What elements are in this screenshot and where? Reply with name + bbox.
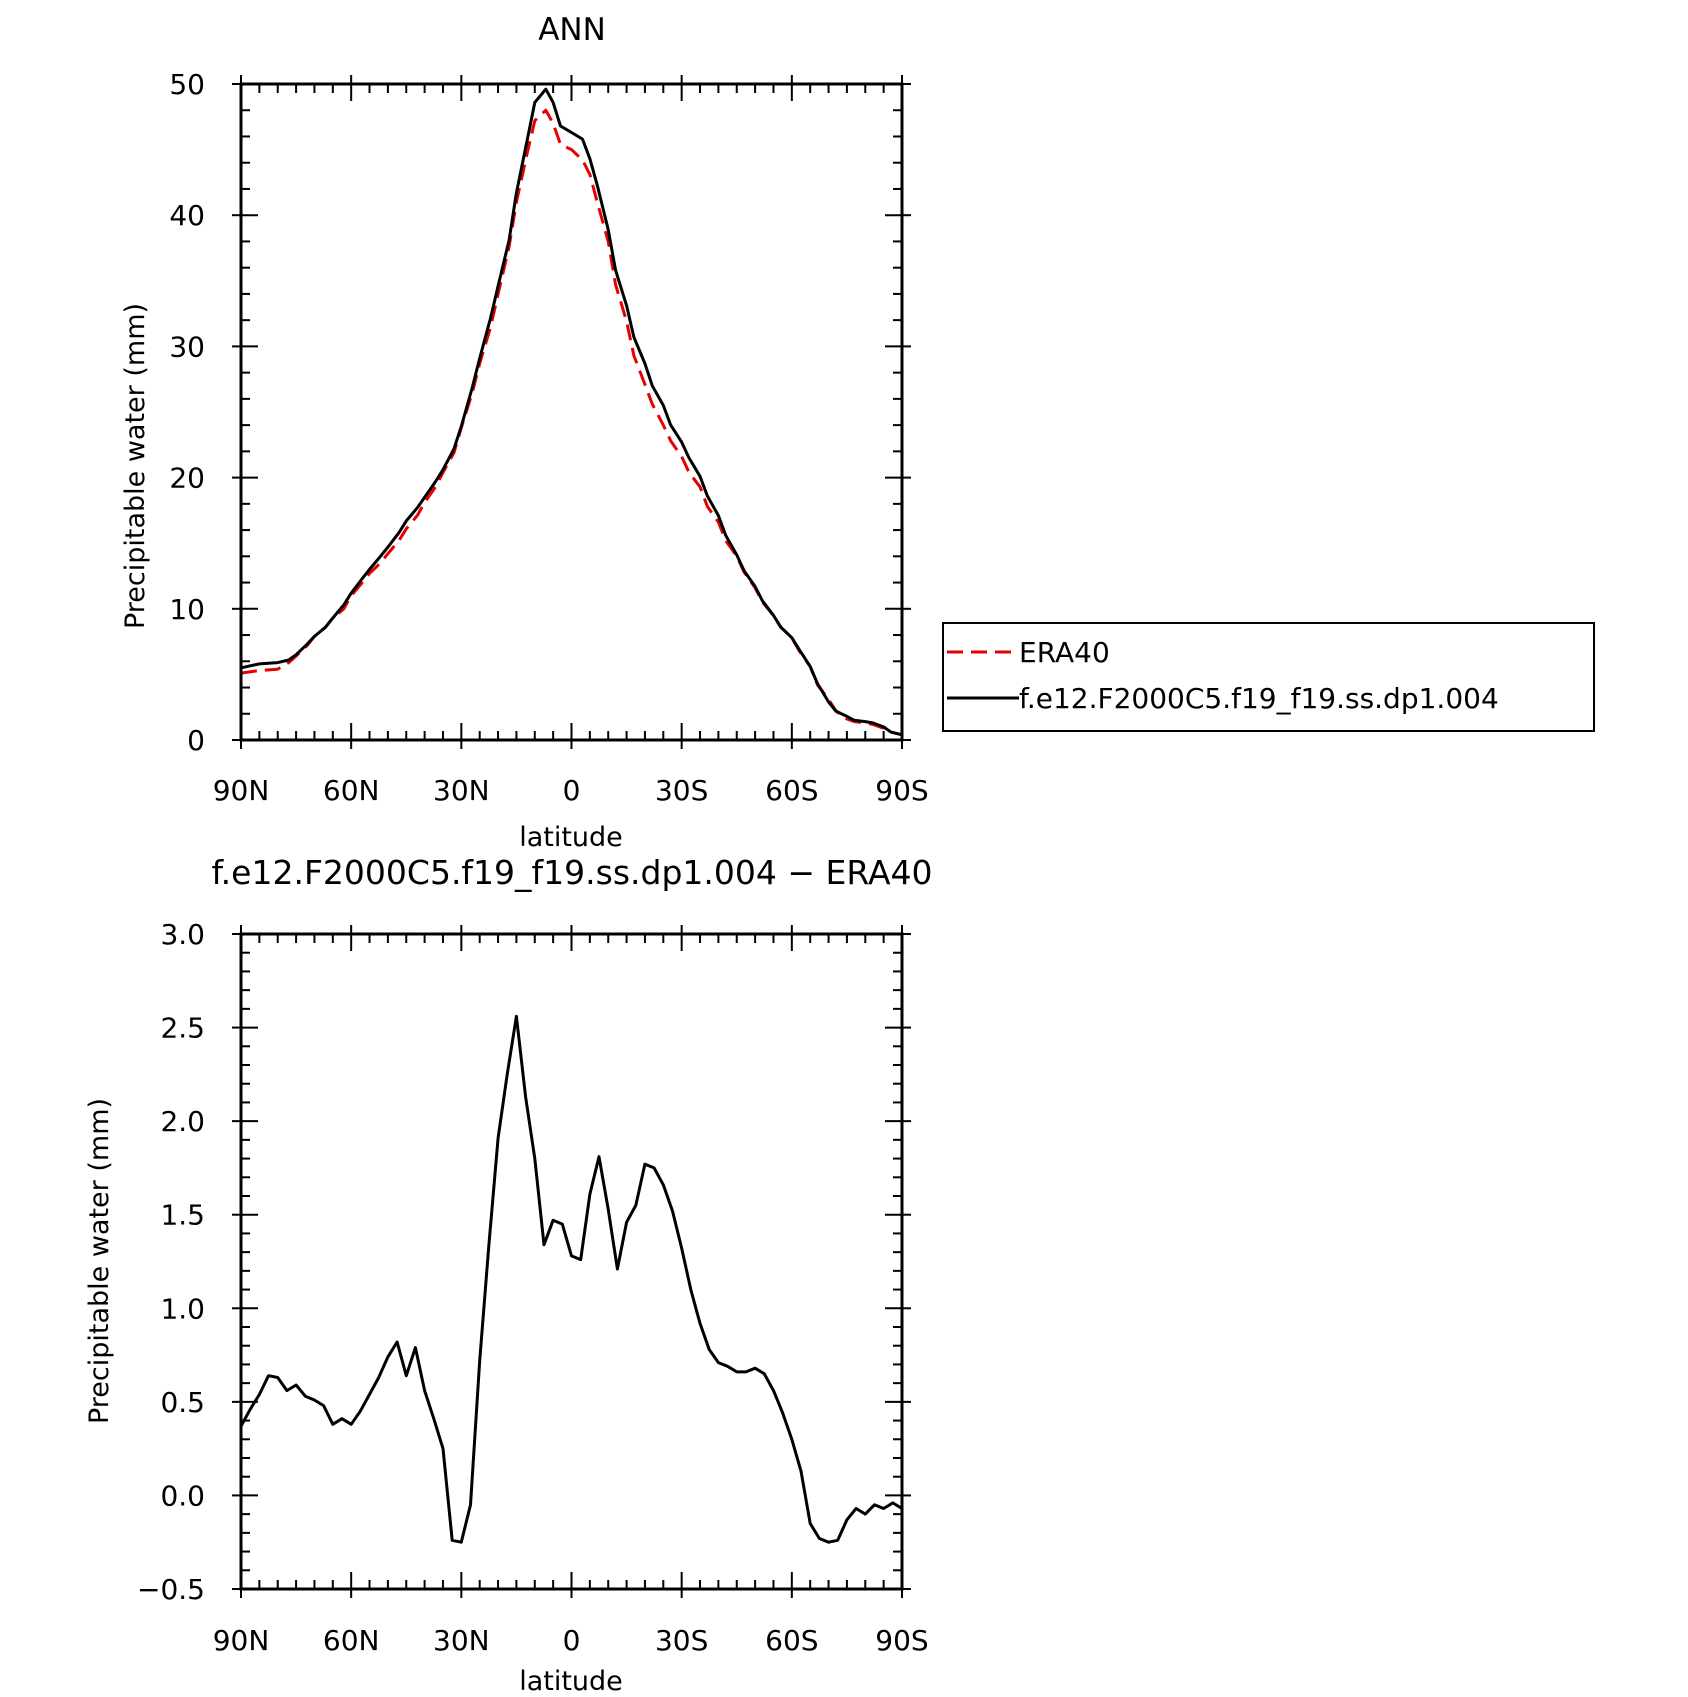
bottom-y-tick-label: −0.5 [137,1573,205,1606]
top-x-axis-label: latitude [519,822,623,853]
legend-label-model: f.e12.F2000C5.f19_f19.ss.dp1.004 [1019,682,1499,715]
bottom-y-tick-label: 2.5 [160,1012,205,1045]
top-series-line-0 [240,108,903,737]
legend-box [942,622,1595,732]
bottom-ticks [232,925,911,1598]
bottom-x-tick-label: 0 [563,1624,581,1657]
top-chart-title: ANN [538,12,606,48]
top-x-tick-label: 60N [323,774,380,807]
bottom-y-tick-label: 0.0 [160,1479,205,1512]
bottom-series [239,1014,903,1544]
bottom-plot-frame [239,932,904,1591]
bottom-x-tick-label: 60N [323,1624,380,1657]
bottom-x-tick-label: 30N [433,1624,490,1657]
bottom-y-tick-label: 1.0 [160,1292,205,1325]
bottom-series-line-0 [239,1014,903,1544]
bottom-x-tick-label: 90N [213,1624,270,1657]
bottom-y-tick-label: 1.5 [160,1199,205,1232]
bottom-x-tick-label: 60S [765,1624,818,1657]
bottom-x-tick-label: 30S [655,1624,708,1657]
top-y-tick-label: 20 [169,462,205,495]
top-y-tick-label: 30 [169,330,205,363]
top-x-tick-label: 30S [655,774,708,807]
top-x-tick-label: 90N [213,774,270,807]
bottom-panel: f.e12.F2000C5.f19_f19.ss.dp1.004 − ERA40… [84,853,933,1697]
top-x-tick-label: 60S [765,774,818,807]
top-x-tick-label: 30N [433,774,490,807]
bottom-x-axis-label: latitude [519,1666,623,1697]
top-y-axis-label: Precipitable water (mm) [120,303,151,629]
bottom-y-tick-label: 0.5 [160,1386,205,1419]
top-tick-labels: 90N 60N 30N 0 30S 60S 90S 0 10 20 30 40 50 [169,68,928,807]
top-panel: ANN 90N 60N 30N 0 30S 60S 90S 0 10 20 30 40 50 latit… [120,12,929,853]
top-series [240,87,903,737]
top-series-line-1 [240,87,903,737]
bottom-y-tick-label: 3.0 [160,918,205,951]
top-x-tick-label: 90S [875,774,928,807]
top-y-tick-label: 50 [169,68,205,101]
top-y-tick-label: 40 [169,199,205,232]
top-x-tick-label: 0 [563,774,581,807]
bottom-x-tick-label: 90S [875,1624,928,1657]
top-y-tick-label: 10 [169,593,205,626]
top-plot-frame [239,82,904,742]
bottom-y-axis-label: Precipitable water (mm) [84,1098,115,1424]
bottom-tick-labels: 90N 60N 30N 0 30S 60S 90S −0.5 0.0 0.5 1.0 1.5 2.0 2.… [137,918,929,1657]
legend-label-era40: ERA40 [1019,636,1110,669]
bottom-chart-title: f.e12.F2000C5.f19_f19.ss.dp1.004 − ERA40 [211,853,932,892]
legend: ERA40 f.e12.F2000C5.f19_f19.ss.dp1.004 [942,622,1595,732]
top-ticks [232,75,911,749]
top-y-tick-label: 0 [187,724,205,757]
bottom-y-tick-label: 2.0 [160,1105,205,1138]
